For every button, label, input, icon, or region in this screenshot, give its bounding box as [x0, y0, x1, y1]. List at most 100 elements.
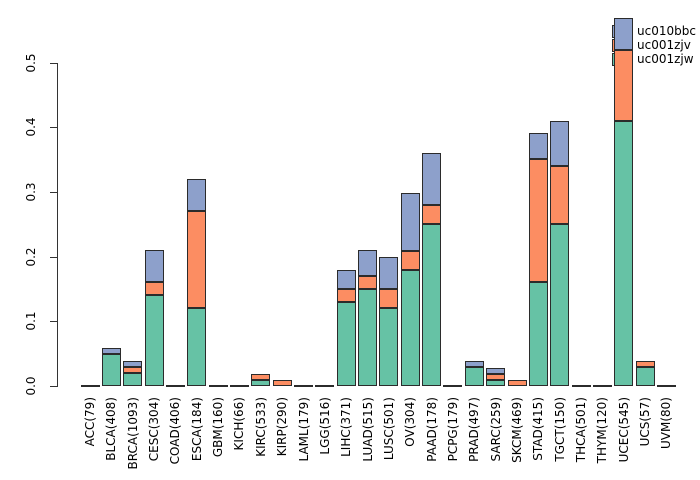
- bar-PCPG(179): [443, 385, 462, 387]
- bar-segment-uc001zjw: [550, 224, 569, 386]
- bar-STAD(415): [529, 133, 548, 386]
- bar-GBM(160): [209, 385, 228, 387]
- x-axis-label-TGCT(150): TGCT(150): [553, 397, 567, 462]
- bar-LUSC(501): [379, 257, 398, 386]
- bar-segment-uc001zjw: [422, 224, 441, 386]
- bar-THYM(120): [593, 385, 612, 387]
- bar-segment-uc010bbc: [465, 361, 484, 367]
- bar-COAD(406): [166, 385, 185, 387]
- y-axis-tick-label: 0.3: [24, 182, 38, 202]
- y-axis-tick-label: 0.5: [24, 53, 38, 73]
- x-axis-label-LUSC(501): LUSC(501): [382, 397, 396, 461]
- legend-label: uc001zjw: [637, 52, 694, 66]
- legend-label: uc010bbc: [637, 24, 696, 38]
- x-axis-label-THYM(120): THYM(120): [595, 397, 609, 464]
- bar-KIRC(533): [251, 374, 270, 386]
- bar-ACC(79): [81, 385, 100, 387]
- x-axis-label-THCA(501): THCA(501): [574, 397, 588, 463]
- bar-OV(304): [401, 193, 420, 386]
- bar-segment-uc001zjw: [401, 270, 420, 386]
- bar-PAAD(178): [422, 153, 441, 386]
- bar-segment-uc001zjw: [486, 380, 505, 386]
- bar-BRCA(1093): [123, 361, 142, 386]
- bar-segment-uc001zjv: [145, 282, 164, 295]
- bar-segment-uc001zjw: [251, 380, 270, 386]
- x-axis-label-BRCA(1093): BRCA(1093): [126, 397, 140, 470]
- x-axis-label-ESCA(184): ESCA(184): [190, 397, 204, 462]
- x-axis-label-CESC(304): CESC(304): [147, 397, 161, 462]
- y-axis-tick: [50, 386, 57, 387]
- bar-segment-uc010bbc: [337, 270, 356, 289]
- bar-segment-uc001zjv: [358, 276, 377, 289]
- bar-segment-uc001zjv: [251, 374, 270, 380]
- bar-segment-uc001zjv: [550, 166, 569, 224]
- bar-segment-uc010bbc: [422, 153, 441, 205]
- bar-KIRP(290): [273, 380, 292, 386]
- bar-ESCA(184): [187, 179, 206, 386]
- x-axis-label-GBM(160): GBM(160): [211, 397, 225, 458]
- bar-UCS(57): [636, 361, 655, 386]
- y-axis-tick: [50, 63, 57, 64]
- x-axis-label-LAML(179): LAML(179): [297, 397, 311, 462]
- bar-SKCM(469): [508, 380, 527, 386]
- x-axis-label-PRAD(497): PRAD(497): [467, 397, 481, 462]
- bar-segment-uc010bbc: [614, 18, 633, 50]
- x-axis-label-UCEC(545): UCEC(545): [617, 397, 631, 463]
- y-axis-tick-label: 0.4: [24, 117, 38, 137]
- bar-LGG(516): [315, 385, 334, 387]
- x-axis-label-KICH(66): KICH(66): [232, 397, 246, 451]
- bar-segment-uc001zjv: [422, 205, 441, 224]
- y-axis-tick-label: 0.2: [24, 247, 38, 267]
- x-axis-label-BLCA(408): BLCA(408): [104, 397, 118, 461]
- bar-segment-uc010bbc: [401, 193, 420, 251]
- bar-segment-uc010bbc: [145, 250, 164, 282]
- bar-CESC(304): [145, 250, 164, 386]
- bar-SARC(259): [486, 368, 505, 386]
- x-axis-label-KIRP(290): KIRP(290): [275, 397, 289, 457]
- x-axis-label-UCS(57): UCS(57): [638, 397, 652, 447]
- bar-LIHC(371): [337, 270, 356, 386]
- bar-LUAD(515): [358, 250, 377, 386]
- bar-segment-uc010bbc: [123, 361, 142, 367]
- x-axis-label-COAD(406): COAD(406): [168, 397, 182, 465]
- x-axis-label-LGG(516): LGG(516): [318, 397, 332, 455]
- bar-segment-uc001zjv: [187, 211, 206, 308]
- bar-segment-uc001zjv: [273, 380, 292, 386]
- bar-segment-uc001zjv: [123, 367, 142, 373]
- bar-PRAD(497): [465, 361, 484, 386]
- x-axis-label-SKCM(469): SKCM(469): [510, 397, 524, 463]
- x-axis-label-LIHC(371): LIHC(371): [339, 397, 353, 457]
- x-axis-label-LUAD(515): LUAD(515): [361, 397, 375, 462]
- bar-segment-uc001zjw: [337, 302, 356, 386]
- bar-segment-uc001zjw: [379, 308, 398, 386]
- bar-segment-uc010bbc: [486, 368, 505, 374]
- bar-segment-uc010bbc: [379, 257, 398, 289]
- y-axis-tick: [50, 192, 57, 193]
- y-axis-tick: [50, 321, 57, 322]
- x-axis-label-SARC(259): SARC(259): [489, 397, 503, 462]
- bar-BLCA(408): [102, 348, 121, 386]
- y-axis-tick-label: 0.1: [24, 311, 38, 331]
- bar-segment-uc010bbc: [358, 250, 377, 276]
- bar-segment-uc001zjw: [145, 295, 164, 386]
- x-axis-label-STAD(415): STAD(415): [531, 397, 545, 461]
- bar-segment-uc001zjv: [379, 289, 398, 308]
- bar-segment-uc001zjw: [123, 373, 142, 386]
- bar-segment-uc001zjv: [337, 289, 356, 302]
- bar-UVM(80): [657, 385, 676, 387]
- bar-TGCT(150): [550, 121, 569, 386]
- bar-segment-uc010bbc: [102, 348, 121, 354]
- bar-segment-uc001zjw: [529, 282, 548, 386]
- bar-segment-uc001zjw: [636, 367, 655, 386]
- x-axis-label-UVM(80): UVM(80): [659, 397, 673, 449]
- bar-segment-uc001zjv: [636, 361, 655, 367]
- bar-segment-uc001zjw: [187, 308, 206, 386]
- bar-UCEC(545): [614, 18, 633, 386]
- bar-segment-uc010bbc: [550, 121, 569, 166]
- legend-label: uc001zjv: [637, 38, 691, 52]
- bar-segment-uc001zjv: [508, 380, 527, 386]
- bar-segment-uc010bbc: [187, 179, 206, 211]
- y-axis-line: [57, 63, 58, 387]
- x-axis-label-PAAD(178): PAAD(178): [425, 397, 439, 462]
- x-axis-label-OV(304): OV(304): [403, 397, 417, 447]
